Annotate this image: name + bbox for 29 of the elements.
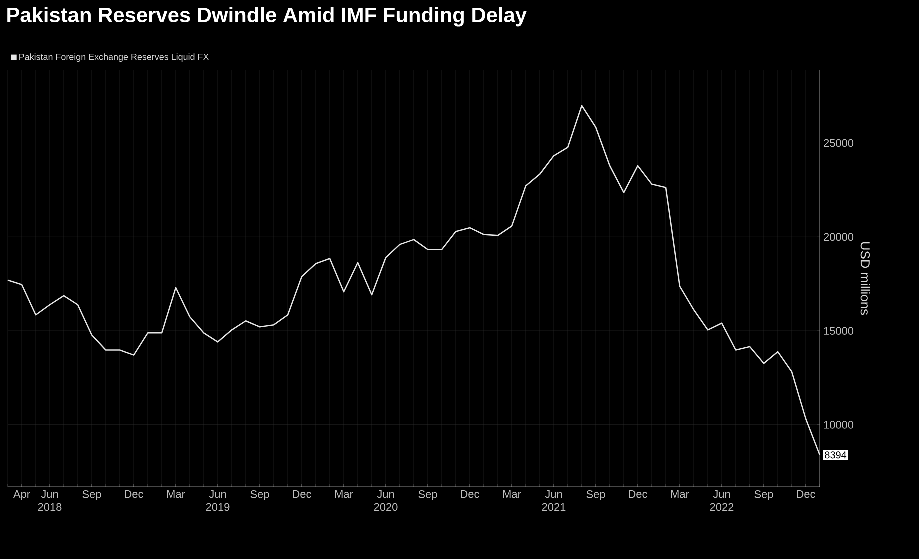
x-tick-label: Jun 2020	[374, 490, 398, 512]
x-tick-label: Jun 2019	[206, 490, 230, 512]
x-tick-label: Jun 2022	[710, 490, 734, 512]
y-tick-label: 15000	[824, 327, 854, 335]
chart-title: Pakistan Reserves Dwindle Amid IMF Funding Delay	[8, 7, 527, 27]
legend-label: Pakistan Foreign Exchange Reserves Liquid FX	[20, 54, 210, 62]
x-tick-label: Sep	[754, 490, 774, 500]
x-tick-label: Jun 2021	[542, 490, 566, 512]
x-tick-label: Dec	[797, 490, 816, 498]
x-tick-label: Mar	[167, 490, 186, 498]
y-tick-label: 10000	[824, 421, 854, 429]
x-tick-label: Jun 2018	[38, 490, 62, 512]
line-series	[7, 105, 821, 456]
y-tick-label: 20000	[824, 233, 854, 242]
y-axis-title: USD millions	[860, 242, 870, 316]
x-tick-label: Sep	[586, 490, 606, 500]
x-tick-label: Dec	[293, 490, 312, 498]
x-tick-label: Dec	[461, 490, 480, 498]
x-tick-label: Dec	[629, 490, 648, 498]
x-tick-label: Sep	[418, 490, 438, 500]
x-tick-label: Mar	[335, 490, 354, 498]
x-tick-label: Mar	[503, 490, 522, 498]
y-tick-label: 25000	[824, 139, 854, 148]
x-tick-label: Sep	[82, 490, 102, 500]
x-tick-label: Sep	[250, 490, 270, 500]
x-tick-label: Dec	[125, 490, 144, 498]
annotation: 8394	[825, 452, 847, 459]
x-tick-label: Mar	[671, 490, 690, 498]
x-tick-label: Apr	[13, 490, 30, 500]
